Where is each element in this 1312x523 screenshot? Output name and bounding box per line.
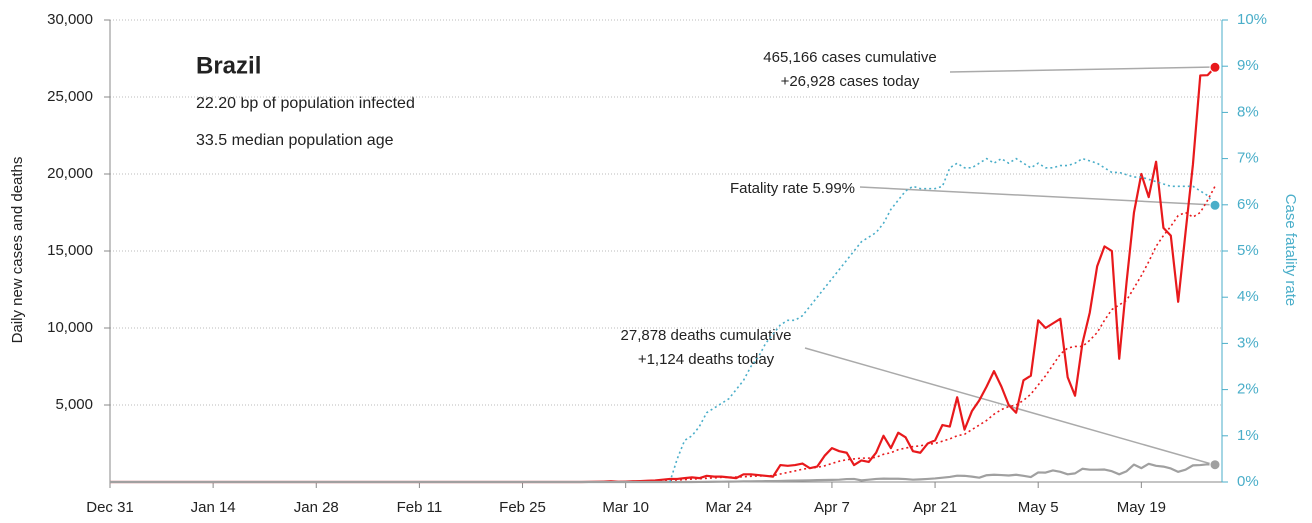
y2-tick-label: 9%: [1237, 57, 1259, 74]
series-line: [669, 157, 1216, 483]
y2-tick-label: 2%: [1237, 381, 1259, 398]
y2-tick-label: 1%: [1237, 427, 1259, 444]
y-tick-label: 15,000: [47, 242, 93, 259]
x-tick-label: Feb 25: [499, 499, 546, 516]
y2-tick-label: 7%: [1237, 150, 1259, 167]
y2-tick-label: 8%: [1237, 103, 1259, 120]
y-tick-label: 30,000: [47, 11, 93, 28]
x-tick-label: Mar 24: [705, 499, 752, 516]
y2-axis-label: Case fatality rate: [1282, 194, 1299, 307]
x-tick-label: May 19: [1117, 499, 1166, 516]
y-axis-label: Daily new cases and deaths: [9, 157, 26, 344]
info-line: 22.20 bp of population infected: [196, 95, 415, 112]
annotation: +26,928 cases today: [781, 73, 920, 90]
annotation: 27,878 deaths cumulative: [621, 327, 792, 344]
info-line: 33.5 median population age: [196, 132, 394, 149]
y2-tick-label: 5%: [1237, 242, 1259, 259]
y2-tick-label: 0%: [1237, 473, 1259, 490]
end-dot: [1209, 459, 1221, 471]
x-tick-label: Dec 31: [86, 499, 134, 516]
x-tick-label: Apr 7: [814, 499, 850, 516]
end-dot: [1209, 199, 1221, 211]
y-tick-label: 25,000: [47, 88, 93, 105]
y-tick-label: 5,000: [55, 396, 93, 413]
x-tick-label: Jan 14: [191, 499, 236, 516]
y2-tick-label: 10%: [1237, 11, 1267, 28]
annotation: +1,124 deaths today: [638, 351, 775, 368]
y2-tick-label: 6%: [1237, 196, 1259, 213]
x-tick-label: Feb 11: [397, 499, 443, 516]
x-tick-label: Jan 28: [294, 499, 339, 516]
x-tick-label: Mar 10: [602, 499, 649, 516]
leader-line: [949, 66, 1216, 73]
end-dot: [1209, 61, 1221, 73]
y-tick-label: 20,000: [47, 165, 93, 182]
y2-tick-label: 4%: [1237, 288, 1259, 305]
y-tick-label: 10,000: [47, 319, 93, 336]
y2-tick-label: 3%: [1237, 334, 1259, 351]
info-title: Brazil: [196, 52, 261, 79]
annotation: Fatality rate 5.99%: [730, 180, 855, 197]
series-line: [110, 66, 1216, 484]
x-tick-label: May 5: [1018, 499, 1059, 516]
series-line: [110, 462, 1216, 484]
leader-line: [859, 186, 1216, 206]
x-tick-label: Apr 21: [913, 499, 957, 516]
annotation: 465,166 cases cumulative: [763, 49, 936, 66]
